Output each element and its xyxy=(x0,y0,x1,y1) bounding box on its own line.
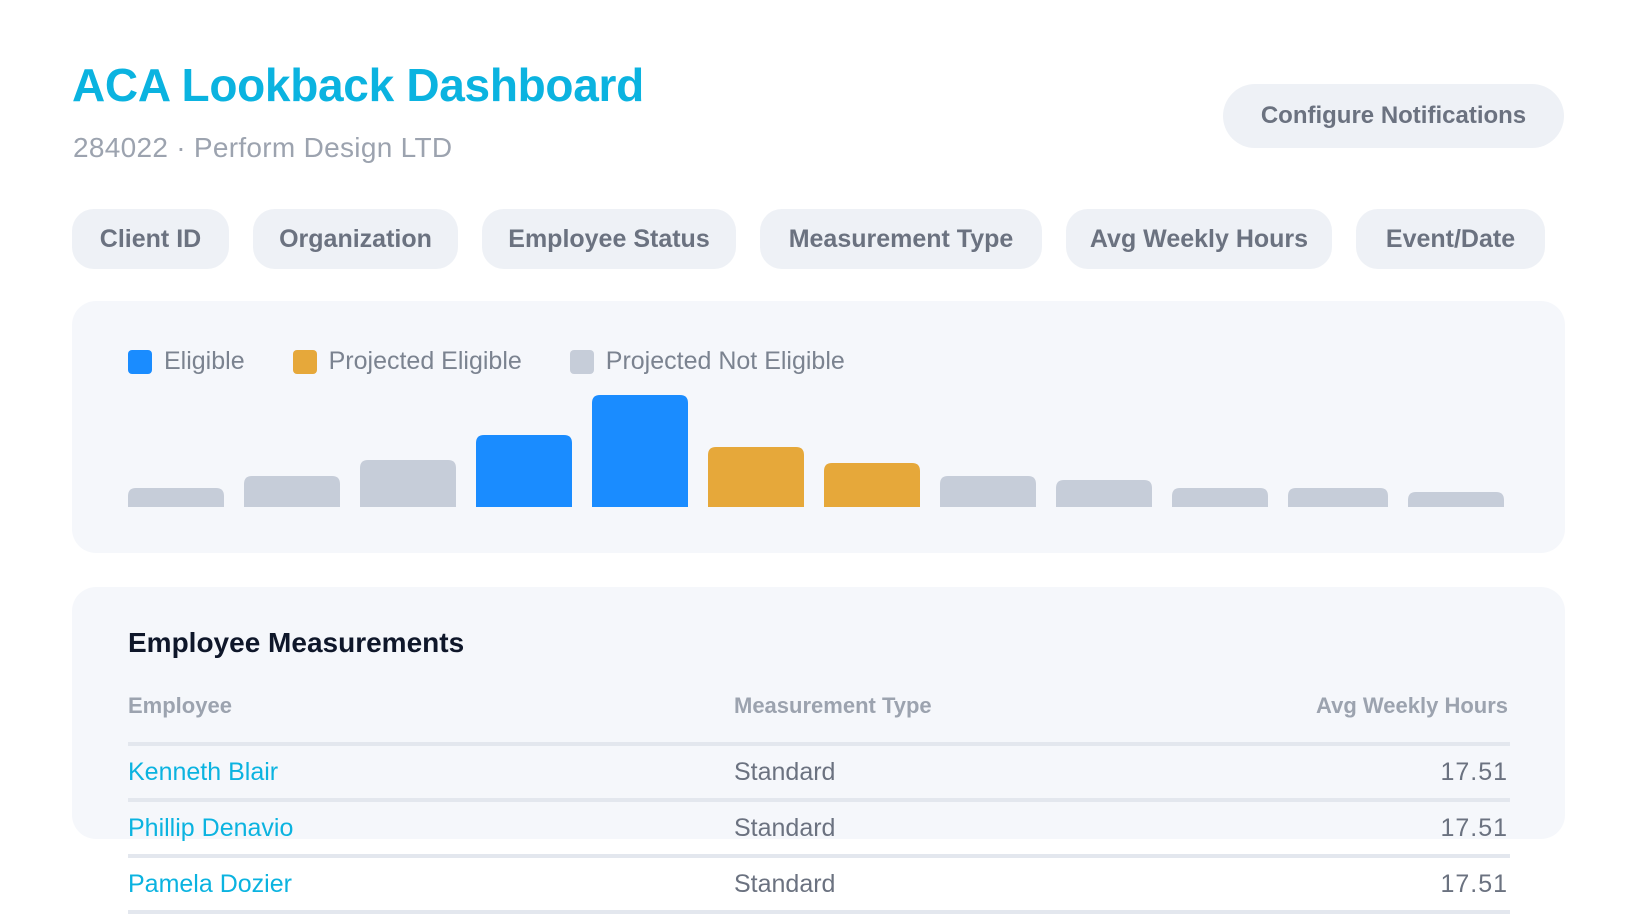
filter-chip-client-id[interactable]: Client ID xyxy=(72,209,229,269)
table-row[interactable]: Kenneth Blair Standard 17.51 xyxy=(128,746,1510,802)
table-title: Employee Measurements xyxy=(128,627,465,658)
table-header-row: Employee Measurement Type Avg Weekly Hou… xyxy=(128,693,1510,746)
bar-projected-not-eligible xyxy=(128,488,224,507)
bar-projected-eligible xyxy=(824,463,920,507)
legend-label-eligible: Eligible xyxy=(164,347,245,375)
bar-projected-not-eligible xyxy=(940,476,1036,507)
measurement-type-cell: Standard xyxy=(734,813,836,842)
filter-chip-event-date[interactable]: Event/Date xyxy=(1356,209,1545,269)
column-header-employee[interactable]: Employee xyxy=(128,693,232,718)
bar-projected-not-eligible xyxy=(1408,492,1504,507)
measurement-type-cell: Standard xyxy=(734,869,836,898)
legend-item-projected-eligible: Projected Eligible xyxy=(292,347,522,376)
employee-measurements-card: Employee Measurements xyxy=(72,587,1565,839)
subtitle-separator: · xyxy=(176,132,186,163)
avg-weekly-hours-cell: 17.51 xyxy=(1440,757,1508,786)
table-row[interactable]: Phillip Denavio Standard 17.51 xyxy=(128,802,1510,858)
legend-swatch-eligible xyxy=(128,349,152,374)
page-title: ACA Lookback Dashboard xyxy=(72,59,644,111)
page-subtitle: 284022 · Perform Design LTD xyxy=(73,132,452,164)
table-row[interactable]: Pamela Dozier Standard 17.51 xyxy=(128,858,1510,914)
measurement-type-cell: Standard xyxy=(734,757,836,786)
bar-projected-not-eligible xyxy=(1288,488,1388,507)
filter-chip-measurement-type[interactable]: Measurement Type xyxy=(760,209,1042,269)
filter-chip-organization[interactable]: Organization xyxy=(253,209,458,269)
bar-projected-not-eligible xyxy=(244,476,340,507)
bar-projected-not-eligible xyxy=(360,460,456,507)
legend-item-eligible: Eligible xyxy=(128,347,245,376)
client-id-text: 284022 xyxy=(73,132,169,163)
avg-weekly-hours-cell: 17.51 xyxy=(1440,869,1508,898)
filter-chip-employee-status[interactable]: Employee Status xyxy=(482,209,736,269)
employee-name-link[interactable]: Pamela Dozier xyxy=(128,869,292,898)
bar-eligible xyxy=(592,395,688,507)
filter-chip-avg-weekly-hours[interactable]: Avg Weekly Hours xyxy=(1066,209,1332,269)
legend-item-projected-not-eligible: Projected Not Eligible xyxy=(569,347,845,376)
legend-swatch-projected-eligible xyxy=(292,349,317,374)
organization-name: Perform Design LTD xyxy=(193,132,453,163)
legend-label-projected-eligible: Projected Eligible xyxy=(328,347,522,375)
legend-label-projected-not-eligible: Projected Not Eligible xyxy=(605,347,845,375)
chart-legend: Eligible Projected Eligible Projected No… xyxy=(128,347,893,376)
avg-weekly-hours-cell: 17.51 xyxy=(1440,813,1508,842)
eligibility-bar-chart xyxy=(128,395,1504,507)
eligibility-chart-card: Eligible Projected Eligible Projected No… xyxy=(72,301,1565,553)
bar-projected-not-eligible xyxy=(1056,480,1152,507)
employee-measurements-table: Employee Measurement Type Avg Weekly Hou… xyxy=(128,693,1510,914)
configure-notifications-button[interactable]: Configure Notifications xyxy=(1223,84,1564,148)
employee-name-link[interactable]: Kenneth Blair xyxy=(128,757,279,786)
column-header-measurement-type[interactable]: Measurement Type xyxy=(734,693,932,718)
bar-projected-eligible xyxy=(708,447,804,507)
column-header-avg-weekly-hours[interactable]: Avg Weekly Hours xyxy=(1316,693,1508,718)
bar-projected-not-eligible xyxy=(1172,488,1268,507)
employee-name-link[interactable]: Phillip Denavio xyxy=(128,813,294,842)
legend-swatch-projected-not-eligible xyxy=(569,349,594,374)
bar-eligible xyxy=(476,435,572,507)
